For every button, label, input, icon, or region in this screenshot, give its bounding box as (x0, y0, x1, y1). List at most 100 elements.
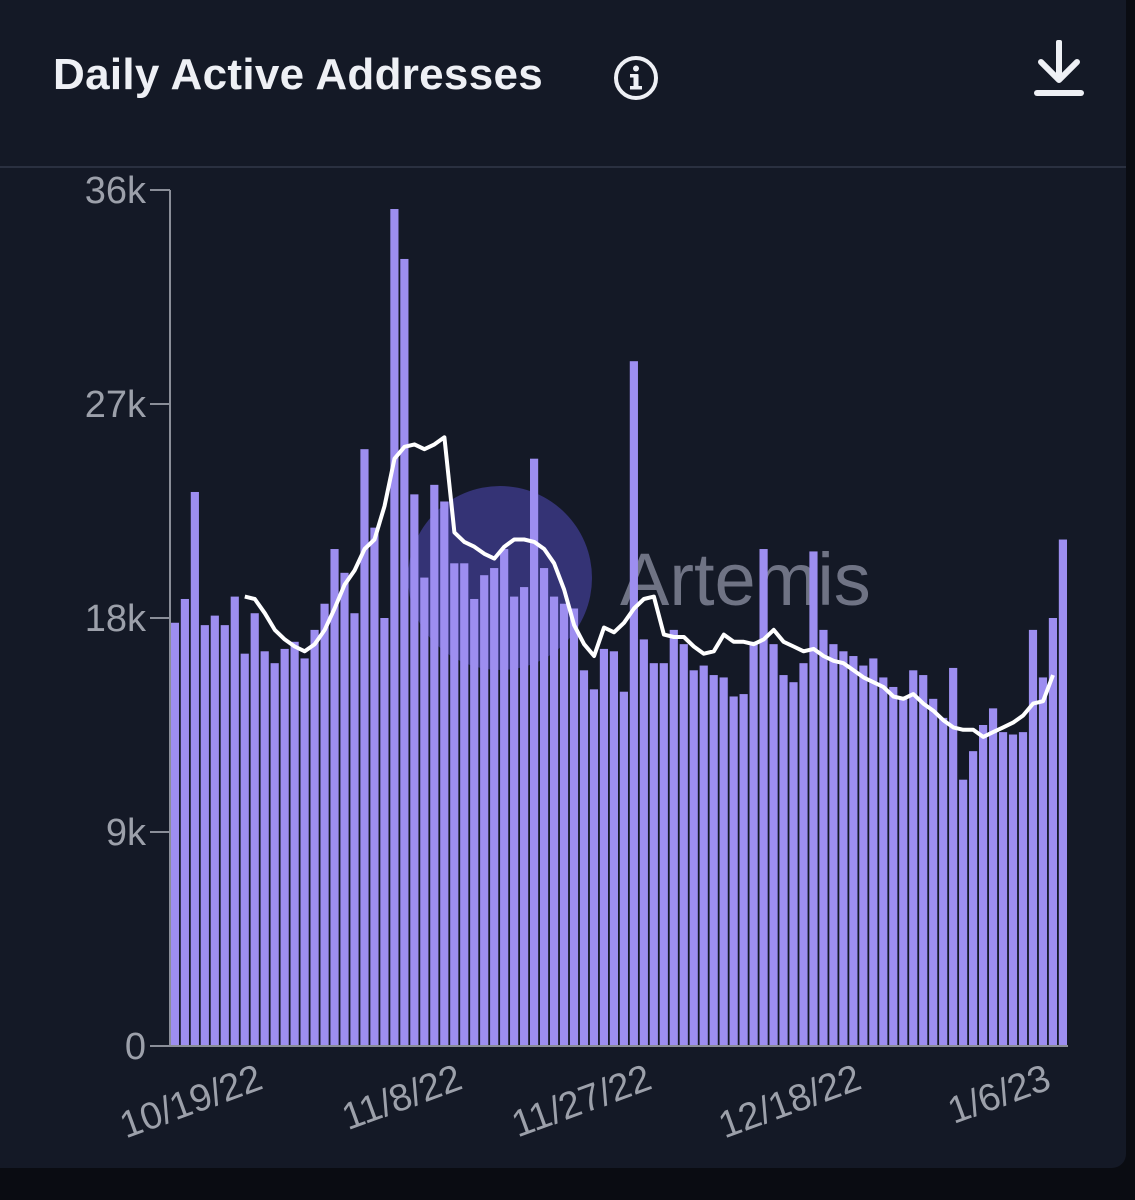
bar (440, 501, 449, 1046)
x-tick-label: 11/27/22 (506, 1057, 657, 1146)
bar (849, 656, 858, 1046)
info-circle-icon[interactable] (612, 54, 660, 102)
card-header: Daily Active Addresses (0, 0, 1126, 168)
bar (689, 670, 698, 1046)
x-tick-label: 12/18/22 (713, 1057, 866, 1147)
bar (959, 779, 968, 1046)
bar (869, 658, 878, 1046)
x-tick-label: 10/19/22 (115, 1057, 268, 1147)
bar (679, 644, 688, 1046)
bar (300, 658, 309, 1046)
bar (190, 491, 199, 1047)
bar (280, 648, 289, 1046)
y-tick-label: 27k (85, 384, 147, 426)
x-tick-label: 11/8/22 (337, 1057, 468, 1139)
bar (210, 615, 219, 1046)
bar (589, 689, 599, 1046)
bar (420, 577, 429, 1046)
bar (1028, 629, 1038, 1046)
bar (739, 694, 748, 1046)
bar (410, 494, 419, 1046)
bar (779, 675, 788, 1046)
bar (919, 675, 928, 1046)
bar (549, 596, 559, 1046)
bar (310, 629, 319, 1046)
bar (510, 596, 519, 1046)
bar (969, 751, 978, 1046)
y-tick-label: 18k (85, 598, 147, 640)
bar (929, 698, 938, 1046)
bar (330, 549, 339, 1046)
bar (559, 603, 569, 1046)
bar (1058, 539, 1067, 1046)
bar (170, 622, 179, 1046)
chart-card: Daily Active Addresses Artemis 0 9k 18k 27k… (0, 0, 1126, 1168)
bar (180, 598, 189, 1046)
bar (769, 644, 778, 1046)
bar (1018, 732, 1028, 1046)
daily-active-addresses-chart: Artemis 0 9k 18k 27k 36k 10/19/22 11/8/22 11/27… (85, 170, 1068, 1147)
bar (1038, 677, 1048, 1046)
bar (470, 598, 479, 1046)
bar (530, 458, 539, 1046)
bar (749, 641, 758, 1046)
bar (879, 677, 888, 1046)
bar (759, 549, 768, 1046)
bar (709, 675, 718, 1046)
bar (500, 549, 509, 1046)
bar (909, 670, 918, 1046)
bar (889, 686, 898, 1046)
bar (979, 725, 988, 1046)
bar (669, 629, 678, 1046)
y-tick-label: 9k (106, 812, 147, 854)
bar (829, 644, 838, 1046)
bar (539, 568, 549, 1046)
bar (350, 613, 359, 1046)
bar (619, 691, 628, 1046)
bar (240, 653, 249, 1046)
watermark-text: Artemis (620, 538, 871, 621)
bar (789, 682, 798, 1046)
chart-title: Daily Active Addresses (53, 50, 544, 99)
bar (998, 732, 1008, 1046)
bar (520, 587, 529, 1046)
bar (649, 663, 658, 1046)
bar (320, 603, 329, 1046)
bar (839, 651, 848, 1046)
bar (799, 663, 808, 1046)
bar (729, 696, 738, 1046)
bar (639, 639, 648, 1046)
bar (819, 629, 828, 1046)
bar (430, 484, 439, 1047)
bar (230, 596, 239, 1046)
bar (988, 708, 998, 1046)
bar (569, 608, 579, 1046)
bar (949, 667, 958, 1046)
bar (200, 625, 209, 1046)
bar (609, 651, 618, 1046)
bar (490, 568, 499, 1046)
bar (719, 677, 728, 1046)
bar (659, 663, 668, 1046)
bar (899, 698, 908, 1046)
bar (859, 665, 868, 1046)
bar (380, 618, 389, 1046)
bar (480, 575, 489, 1046)
bar (629, 361, 638, 1046)
bar (1048, 618, 1058, 1046)
bar (699, 665, 708, 1046)
y-tick-label: 36k (85, 170, 147, 212)
download-icon[interactable] (1030, 38, 1088, 100)
bar (1008, 734, 1018, 1046)
x-tick-label: 1/6/23 (942, 1057, 1056, 1133)
bar (450, 563, 459, 1046)
bar (390, 209, 399, 1046)
bar (250, 613, 259, 1046)
bar (939, 717, 948, 1046)
bar (360, 449, 369, 1046)
bar (290, 641, 299, 1046)
bar (809, 551, 818, 1046)
bar (260, 651, 269, 1046)
bar (599, 648, 609, 1046)
bar (460, 563, 469, 1046)
